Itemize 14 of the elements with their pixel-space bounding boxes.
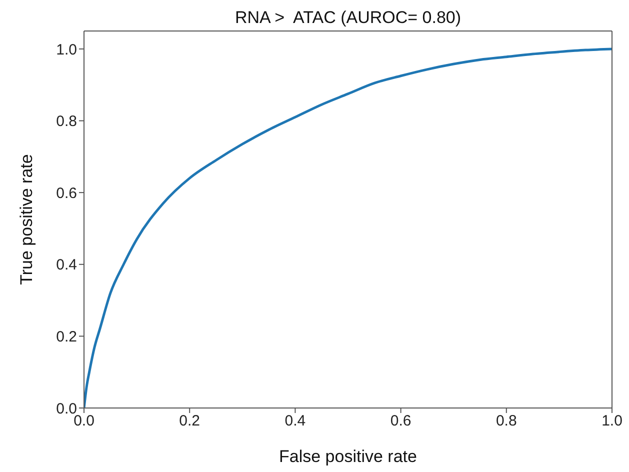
x-tick-label: 0.6 <box>390 412 412 430</box>
x-tick-label: 0.0 <box>74 412 94 430</box>
chart-title: RNA > ATAC (AUROC= 0.80) <box>234 8 462 28</box>
x-tick-label: 0.4 <box>284 412 306 430</box>
x-tick-label: 1.0 <box>602 412 622 430</box>
x-tick-label: 0.2 <box>179 412 200 430</box>
y-tick-label: 0.8 <box>56 113 77 130</box>
y-axis-title: True positive rate <box>17 154 36 285</box>
x-axis-title: False positive rate <box>279 447 417 466</box>
y-tick-label: 0.6 <box>56 184 77 202</box>
y-tick-label: 1.0 <box>56 41 77 58</box>
y-tick-label: 0.4 <box>56 256 77 274</box>
x-tick-label: 0.8 <box>496 412 517 430</box>
y-tick-label: 0.2 <box>56 328 77 346</box>
